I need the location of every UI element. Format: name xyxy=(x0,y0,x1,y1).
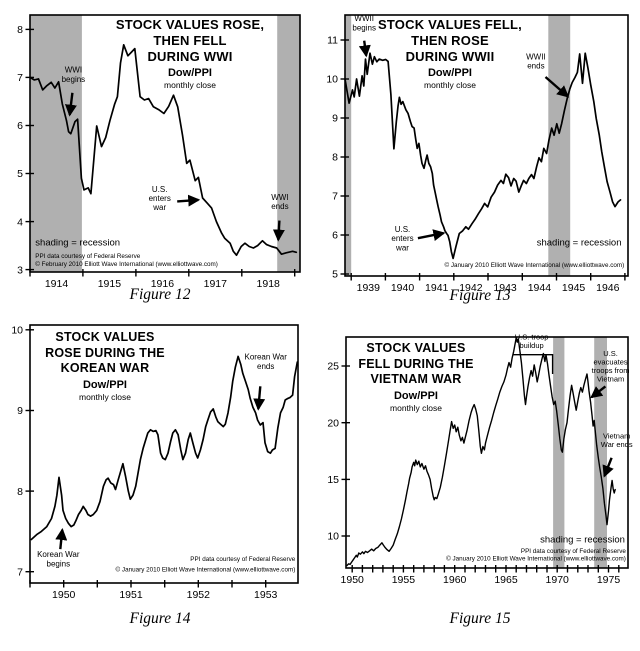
svg-text:3: 3 xyxy=(17,264,23,276)
figure-13-panel: 1939 1940 1941 1942 1943 1944 1945 1946 5 6 7 8 9 10 1… xyxy=(320,0,640,310)
svg-text:1917: 1917 xyxy=(204,278,228,290)
figure-caption: Figure 13 xyxy=(449,287,511,304)
svg-text:1940: 1940 xyxy=(391,282,415,294)
svg-text:4: 4 xyxy=(17,216,23,228)
svg-text:1960: 1960 xyxy=(443,574,467,586)
wwii-chart: 1939 1940 1941 1942 1943 1944 1945 1946 5 6 7 8 9 10 1… xyxy=(326,14,629,294)
svg-text:7: 7 xyxy=(332,191,338,203)
svg-text:1946: 1946 xyxy=(596,282,620,294)
svg-text:5: 5 xyxy=(332,269,338,281)
svg-text:1914: 1914 xyxy=(45,278,69,290)
svg-text:© January 2010 Elliott Wave In: © January 2010 Elliott Wave Internationa… xyxy=(116,566,296,574)
svg-text:7: 7 xyxy=(17,72,23,84)
wwi-chart: 1914 1915 1916 1917 1918 3 4 5 6 7 8 WWI begins U.S. e… xyxy=(17,14,301,290)
svg-text:PPI data courtesy of Federal R: PPI data courtesy of Federal Reserve xyxy=(35,253,140,260)
svg-text:shading = recession: shading = recession xyxy=(537,238,622,249)
svg-text:1939: 1939 xyxy=(357,282,381,294)
svg-text:1950: 1950 xyxy=(341,574,365,586)
svg-text:1916: 1916 xyxy=(151,278,175,290)
svg-text:© February 2010 Elliott Wave I: © February 2010 Elliott Wave Internation… xyxy=(35,260,218,268)
svg-text:5: 5 xyxy=(17,168,23,180)
svg-text:1945: 1945 xyxy=(562,282,586,294)
svg-text:© January 2010 Elliott Wave In: © January 2010 Elliott Wave Internationa… xyxy=(446,554,626,562)
svg-text:1941: 1941 xyxy=(425,282,449,294)
figure-caption: Figure 12 xyxy=(129,286,191,303)
svg-text:7: 7 xyxy=(17,566,23,578)
figure-14-panel: 1950 1951 1952 1953 7 8 9 10 Korean War begins Kor… xyxy=(0,310,320,651)
svg-text:1915: 1915 xyxy=(98,278,122,290)
svg-text:1942: 1942 xyxy=(459,282,483,294)
svg-text:shading = recession: shading = recession xyxy=(35,238,120,249)
svg-text:6: 6 xyxy=(17,120,23,132)
svg-text:8: 8 xyxy=(17,486,23,498)
svg-text:10: 10 xyxy=(327,531,339,543)
figure-15-panel: 1950 1955 1960 1965 1970 1975 10 15 20 25 U.S. tro… xyxy=(320,310,640,651)
svg-text:1975: 1975 xyxy=(597,574,621,586)
svg-text:9: 9 xyxy=(17,405,23,417)
svg-text:shading = recession: shading = recession xyxy=(540,534,625,545)
svg-text:6: 6 xyxy=(332,230,338,242)
svg-text:15: 15 xyxy=(327,474,339,486)
svg-text:10: 10 xyxy=(11,324,23,336)
svg-text:1944: 1944 xyxy=(528,282,552,294)
svg-text:1943: 1943 xyxy=(493,282,517,294)
korean-war-chart: 1950 1951 1952 1953 7 8 9 10 Korean War begins Kor… xyxy=(11,324,299,601)
vietnam-war-chart: 1950 1955 1960 1965 1970 1975 10 15 20 25 U.S. tro… xyxy=(327,332,633,586)
svg-text:8: 8 xyxy=(332,152,338,164)
figure-12-panel: 1914 1915 1916 1917 1918 3 4 5 6 7 8 WWI begins U.S. e… xyxy=(0,0,320,310)
svg-text:1953: 1953 xyxy=(254,589,278,601)
svg-text:© January 2010 Elliott Wave In: © January 2010 Elliott Wave Internationa… xyxy=(444,261,624,269)
svg-text:10: 10 xyxy=(326,74,338,86)
svg-text:1950: 1950 xyxy=(52,589,76,601)
svg-text:1952: 1952 xyxy=(187,589,211,601)
svg-text:1951: 1951 xyxy=(119,589,143,601)
svg-text:1955: 1955 xyxy=(392,574,416,586)
svg-text:PPI data courtesy of Federal R: PPI data courtesy of Federal Reserve xyxy=(521,548,626,555)
svg-text:8: 8 xyxy=(17,24,23,36)
svg-text:1918: 1918 xyxy=(257,278,281,290)
svg-text:9: 9 xyxy=(332,113,338,125)
svg-text:20: 20 xyxy=(327,417,339,429)
svg-text:11: 11 xyxy=(327,35,338,47)
svg-text:25: 25 xyxy=(327,361,339,373)
svg-text:1965: 1965 xyxy=(494,574,518,586)
figure-caption: Figure 14 xyxy=(129,610,191,627)
svg-text:PPI data courtesy of Federal R: PPI data courtesy of Federal Reserve xyxy=(190,556,295,563)
figure-caption: Figure 15 xyxy=(449,610,511,627)
svg-text:1970: 1970 xyxy=(546,574,570,586)
